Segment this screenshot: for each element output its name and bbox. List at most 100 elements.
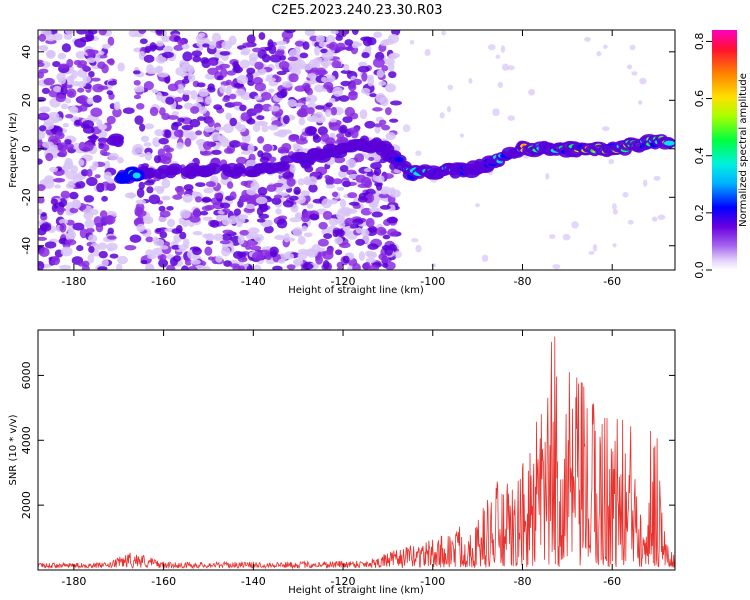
noise-blob <box>245 203 256 210</box>
noise-blob <box>69 207 79 214</box>
noise-blob <box>146 179 156 184</box>
noise-blob <box>57 52 67 60</box>
noise-blob <box>184 258 192 266</box>
noise-blob <box>371 211 383 218</box>
noise-blob <box>239 104 247 112</box>
noise-blob <box>138 181 145 190</box>
noise-blob <box>239 194 247 203</box>
noise-blob <box>384 245 394 256</box>
signal-core <box>663 140 675 146</box>
noise-blob <box>246 34 256 44</box>
noise-blob <box>202 43 210 48</box>
noise-blob <box>53 85 62 93</box>
noise-blob <box>86 168 93 177</box>
heatmap-blobs <box>38 30 675 270</box>
noise-blob <box>177 38 185 46</box>
noise-blob <box>367 243 379 250</box>
noise-blob <box>165 96 175 105</box>
noise-blob <box>283 115 290 125</box>
noise-blob <box>612 208 618 215</box>
noise-blob <box>284 30 296 34</box>
noise-blob <box>229 117 238 127</box>
noise-blob <box>369 93 377 98</box>
noise-blob <box>186 266 198 270</box>
y-tick-label: 20 <box>20 93 33 107</box>
x-tick-label: -80 <box>513 275 531 288</box>
noise-blob <box>283 233 291 243</box>
colorbar-tick-label: 0.6 <box>693 90 706 108</box>
noise-blob <box>267 39 274 50</box>
bottom-x-axis: -180 -160 -140 -120 -100 -80 -60 <box>61 330 621 588</box>
colorbar-tick-label: 0.4 <box>693 147 706 165</box>
noise-blob <box>193 208 201 218</box>
noise-blob <box>639 77 647 85</box>
noise-blob <box>304 165 314 173</box>
noise-blob <box>122 107 135 115</box>
noise-blob <box>363 168 372 173</box>
noise-blob <box>338 218 346 228</box>
noise-blob <box>294 40 305 47</box>
noise-blob <box>360 36 373 42</box>
noise-blob <box>260 92 272 101</box>
noise-blob <box>387 228 398 237</box>
noise-blob <box>85 48 95 54</box>
noise-blob <box>322 259 330 270</box>
noise-blob <box>103 160 111 170</box>
noise-blob <box>52 33 63 41</box>
noise-blob <box>311 171 321 177</box>
noise-blob <box>241 47 251 54</box>
noise-blob <box>47 50 55 59</box>
noise-blob <box>181 124 194 131</box>
noise-blob <box>65 232 75 242</box>
noise-blob <box>151 89 159 94</box>
noise-blob <box>38 158 43 165</box>
noise-blob <box>272 182 285 188</box>
noise-blob <box>107 152 120 161</box>
noise-blob <box>107 235 117 240</box>
noise-blob <box>300 190 311 197</box>
noise-blob <box>528 88 536 96</box>
noise-blob <box>360 87 371 95</box>
noise-blob <box>365 217 375 228</box>
noise-blob <box>137 215 144 223</box>
noise-blob <box>155 30 163 35</box>
noise-blob <box>184 137 192 147</box>
noise-blob <box>308 184 318 193</box>
noise-blob <box>57 142 68 152</box>
noise-blob <box>259 156 270 163</box>
noise-blob <box>211 32 222 43</box>
noise-blob <box>167 115 179 120</box>
x-tick-label: -60 <box>603 575 621 588</box>
noise-blob <box>306 87 313 96</box>
noise-blob <box>182 51 193 62</box>
noise-blob <box>330 106 338 116</box>
noise-blob <box>64 30 75 35</box>
noise-blob <box>148 194 161 205</box>
noise-blob <box>475 203 480 208</box>
signal-core <box>209 166 217 172</box>
chart-title: C2E5.2023.240.23.30.R03 <box>271 3 442 18</box>
noise-blob <box>91 161 99 170</box>
noise-blob <box>317 238 329 247</box>
noise-blob <box>133 86 145 93</box>
noise-blob <box>336 261 343 269</box>
noise-blob <box>481 254 489 262</box>
noise-blob <box>222 229 234 234</box>
noise-blob <box>268 156 277 163</box>
noise-blob <box>180 265 189 270</box>
noise-blob <box>584 37 591 42</box>
y-tick-label: 2000 <box>20 491 33 519</box>
noise-blob <box>317 247 325 252</box>
noise-blob <box>288 73 299 83</box>
noise-blob <box>342 180 351 188</box>
noise-blob <box>276 218 288 229</box>
noise-blob <box>257 186 268 196</box>
noise-blob <box>157 72 169 78</box>
noise-blob <box>345 158 357 169</box>
colorbar-label: Normalized spectral amplitude <box>738 73 749 227</box>
noise-blob <box>271 197 282 205</box>
noise-blob <box>143 216 154 225</box>
noise-blob <box>306 107 315 115</box>
noise-blob <box>256 218 266 223</box>
noise-blob <box>178 244 189 250</box>
